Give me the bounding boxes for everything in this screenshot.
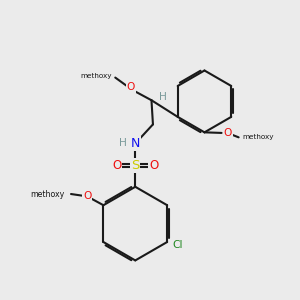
Text: H: H <box>119 138 127 148</box>
Text: O: O <box>127 82 135 92</box>
Text: methoxy: methoxy <box>30 190 64 199</box>
Text: Cl: Cl <box>172 240 183 250</box>
Text: O: O <box>112 159 122 172</box>
Text: O: O <box>149 159 158 172</box>
Text: O: O <box>83 191 92 201</box>
Text: methoxy: methoxy <box>81 73 112 79</box>
Text: methoxy: methoxy <box>242 134 274 140</box>
Text: N: N <box>130 137 140 150</box>
Text: O: O <box>224 128 232 138</box>
Text: H: H <box>159 92 167 102</box>
Text: S: S <box>131 159 140 172</box>
